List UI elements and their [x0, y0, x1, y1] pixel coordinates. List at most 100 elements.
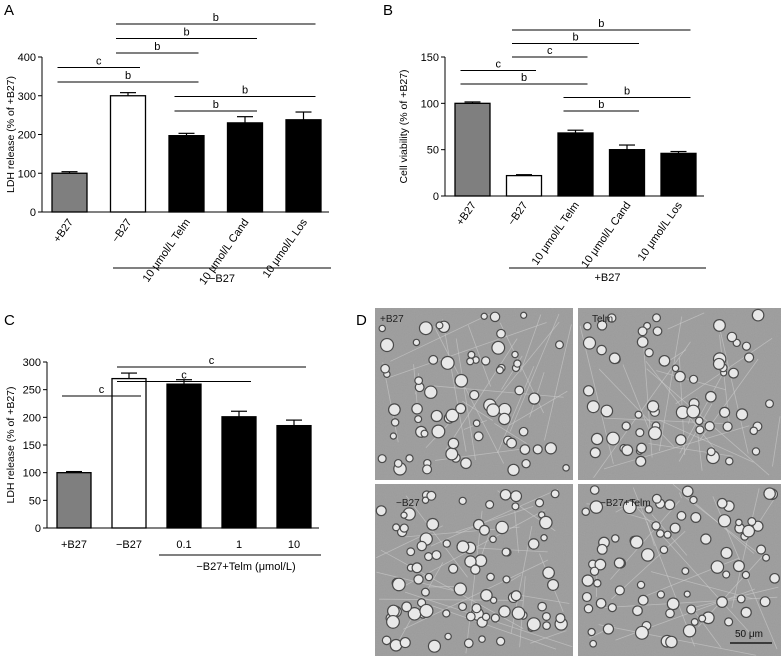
cell-body: [480, 312, 488, 320]
cell-body: [537, 601, 547, 612]
cell-body: [392, 523, 401, 532]
cell-body: [747, 517, 757, 527]
cell-body: [413, 574, 424, 585]
cell-body: [586, 400, 600, 414]
group-label: +B27: [595, 272, 621, 284]
cell-body: [414, 376, 424, 386]
category-label: 10: [288, 539, 300, 551]
cell-body: [555, 340, 564, 350]
cell-body: [676, 510, 687, 521]
cell-body: [412, 338, 421, 347]
cell-body: [547, 578, 560, 591]
cell-body: [689, 495, 698, 505]
cell-body: [717, 514, 732, 528]
y-axis-label: Cell viability (% of +B27): [398, 69, 410, 183]
bar: [226, 122, 264, 213]
neurite: [679, 365, 728, 454]
cell-body: [589, 447, 601, 459]
cell-body: [418, 321, 433, 336]
neurite: [544, 324, 572, 441]
significance-label: b: [572, 32, 578, 44]
neurite: [691, 586, 779, 609]
cell-body: [422, 464, 433, 475]
cell-body: [399, 636, 411, 649]
cell-body: [705, 390, 717, 403]
cell-body: [632, 605, 643, 617]
panel-letter-b: B: [383, 2, 393, 19]
cell-body: [435, 321, 444, 330]
cell-body: [622, 500, 637, 515]
cell-body: [596, 344, 607, 356]
bar: [276, 424, 312, 529]
cell-body: [542, 621, 551, 630]
neurite: [390, 313, 490, 362]
cell-body: [420, 587, 430, 597]
cell-body: [595, 597, 607, 609]
cell-body: [614, 585, 625, 596]
significance-label: c: [99, 384, 105, 396]
cell-body: [704, 421, 715, 432]
cell-body: [726, 331, 738, 343]
cell-body: [751, 447, 761, 456]
neurite: [405, 495, 468, 578]
bar: [454, 102, 491, 197]
bar: [557, 132, 594, 197]
significance-label: b: [154, 41, 160, 53]
cell-body: [690, 511, 702, 523]
cell-body: [471, 603, 482, 614]
cell-body: [762, 553, 771, 562]
category-label: −B27: [110, 217, 135, 245]
cell-body: [489, 596, 498, 605]
cell-body: [473, 431, 484, 442]
cell-body: [634, 625, 649, 640]
cell-body: [686, 604, 697, 615]
cell-body: [458, 602, 468, 612]
micrograph-label: −B27: [396, 498, 420, 509]
cell-body: [377, 454, 387, 464]
significance-label: b: [598, 18, 604, 30]
cell-body: [694, 416, 704, 426]
cell-body: [445, 408, 460, 423]
neurite: [380, 549, 524, 629]
cell-body: [518, 426, 529, 437]
cell-body: [489, 535, 497, 544]
cell-body: [389, 432, 398, 440]
neurite: [442, 319, 467, 452]
cell-body: [550, 489, 560, 499]
neurite: [632, 487, 695, 647]
neurite: [731, 488, 760, 609]
neurite: [465, 510, 483, 654]
cell-body: [735, 518, 743, 527]
neurite: [433, 325, 505, 464]
cell-body: [700, 533, 712, 545]
bar: [660, 152, 697, 197]
cell-body: [378, 324, 386, 333]
cell-body: [587, 627, 596, 637]
cell-body: [430, 409, 443, 423]
cell-body: [593, 579, 602, 588]
cell-body: [765, 399, 774, 409]
cell-body: [663, 530, 672, 539]
cell-body: [636, 442, 647, 454]
cell-body: [534, 498, 545, 508]
cell-body: [716, 497, 728, 509]
cell-body: [532, 444, 543, 455]
cell-body: [583, 321, 592, 331]
cell-body: [763, 487, 776, 500]
group-label: −B27: [209, 273, 235, 285]
cell-body: [555, 613, 566, 624]
y-tick-label: 200: [23, 412, 41, 424]
bar: [505, 174, 543, 197]
cell-body: [681, 485, 694, 498]
neurite: [509, 390, 568, 426]
cell-body: [455, 402, 467, 415]
cell-body: [582, 385, 595, 397]
cell-body: [426, 517, 440, 531]
cell-body: [499, 488, 512, 501]
cell-body: [722, 570, 731, 579]
cell-body: [416, 540, 428, 552]
cell-body: [442, 609, 451, 618]
y-tick-label: 150: [421, 52, 439, 64]
cell-body: [636, 580, 646, 590]
cell-body: [405, 454, 414, 463]
